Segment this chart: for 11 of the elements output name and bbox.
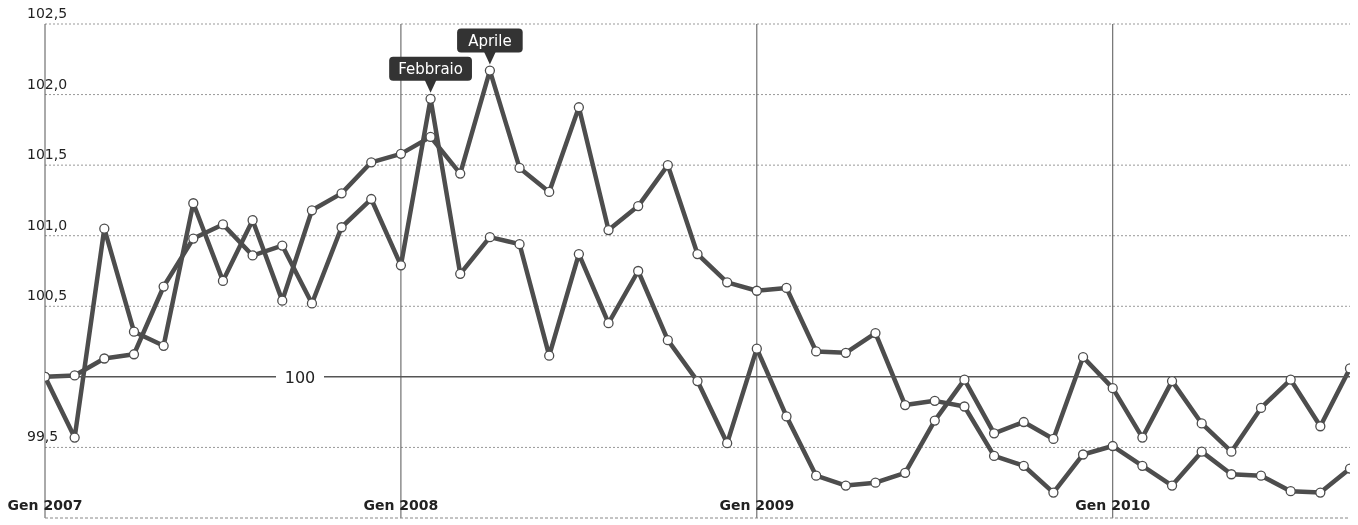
ref-line-label: 100 [284, 367, 316, 387]
x-tick-label: Gen 2007 [7, 497, 83, 513]
x-tick-label: Gen 2008 [363, 497, 439, 513]
x-tick-label: Gen 2009 [719, 497, 795, 513]
y-tick-label: 101,5 [27, 146, 68, 163]
y-tick-label: 102,0 [27, 75, 68, 92]
y-tick-label: 99,5 [27, 428, 59, 445]
y-tick-label: 102,5 [27, 5, 68, 21]
y-tick-label: 101,0 [27, 216, 68, 233]
annotation: Aprile [468, 31, 512, 50]
y-tick-label: 100,5 [27, 287, 68, 304]
